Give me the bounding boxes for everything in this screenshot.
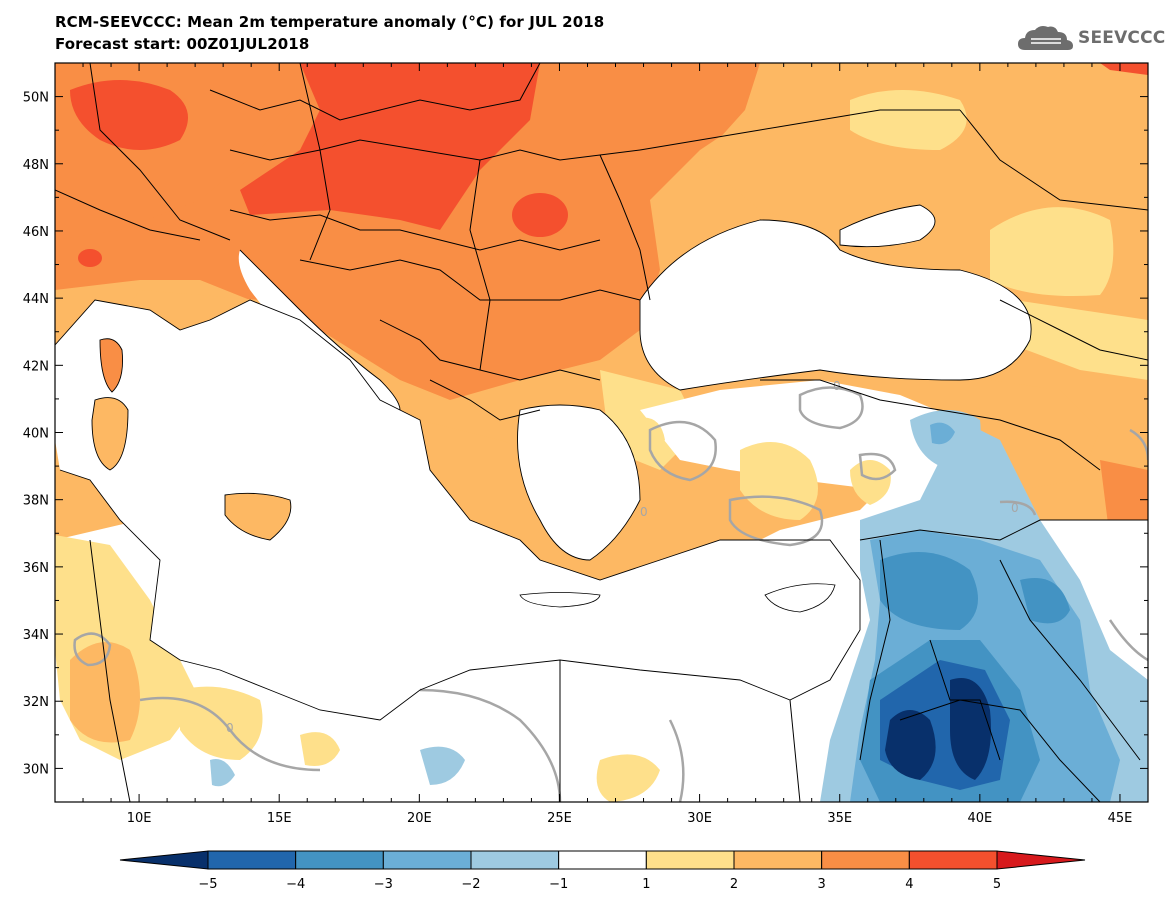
black-sea <box>640 220 1032 390</box>
forecast-start-subtitle: Forecast start: 00Z01JUL2018 <box>55 35 310 53</box>
colorbar-tick-label: 4 <box>905 877 913 892</box>
svg-text:0: 0 <box>640 505 648 519</box>
zero-contours <box>73 386 1148 802</box>
colorbar-tick-label: −5 <box>198 877 217 892</box>
lon-tick-label: 20E <box>407 811 432 826</box>
lat-tick-label: 42N <box>23 359 49 374</box>
cloud-icon <box>1018 26 1073 50</box>
colorbar-tick-label: 5 <box>993 877 1001 892</box>
lat-tick-label: 30N <box>23 762 49 777</box>
colorbar-box <box>908 850 998 870</box>
colorbar: −5 −4 −3 −2 −1 1 2 3 4 5 <box>119 850 1086 892</box>
seevccc-logo: SEEVCCC <box>1017 23 1165 53</box>
longitude-axis: 10E 15E 20E 25E 30E 35E 40E 45E <box>54 63 1149 826</box>
colorbar-box <box>207 850 297 870</box>
tyrrhenian-sea <box>150 340 330 484</box>
azov-sea <box>840 205 935 247</box>
lat-tick-label: 32N <box>23 695 49 710</box>
logo-text: SEEVCCC <box>1078 28 1165 48</box>
colorbar-box <box>470 850 560 870</box>
colorbar-box <box>821 850 910 870</box>
colorbar-arrow-high <box>996 850 1086 870</box>
svg-text:0: 0 <box>1011 501 1019 515</box>
lon-tick-label: 10E <box>127 811 152 826</box>
lat-tick-label: 48N <box>23 158 49 173</box>
colorbar-tick-label: −1 <box>549 877 568 892</box>
colorbar-tick-label: −2 <box>461 877 480 892</box>
lat-tick-label: 50N <box>23 91 49 106</box>
map-title: RCM-SEEVCCC: Mean 2m temperature anomaly… <box>55 13 605 31</box>
colorbar-tick-label: −3 <box>374 877 393 892</box>
colorbar-tick-label: 3 <box>818 877 826 892</box>
lon-tick-label: 30E <box>687 811 712 826</box>
lon-tick-label: 35E <box>827 811 852 826</box>
lat-tick-label: 34N <box>23 628 49 643</box>
anomaly-core-central <box>240 63 540 230</box>
anomaly-core-west <box>70 80 188 150</box>
lon-tick-label: 40E <box>967 811 992 826</box>
colorbar-box <box>558 850 647 870</box>
colorbar-tick-label: 1 <box>642 877 650 892</box>
colorbar-box <box>645 850 735 870</box>
lat-tick-label: 40N <box>23 427 49 442</box>
latitude-axis: 50N 48N 46N 44N 42N 40N 38N 36N 34N 32N 30N <box>23 62 1148 803</box>
map-field: 0 0 0 0 <box>55 63 1148 802</box>
colorbar-box <box>733 850 823 870</box>
aegean-sea <box>517 405 640 560</box>
lon-tick-label: 25E <box>547 811 572 826</box>
colorbar-tick-label: −4 <box>286 877 305 892</box>
lon-tick-label: 45E <box>1108 811 1133 826</box>
lat-tick-label: 46N <box>23 225 49 240</box>
lat-tick-label: 38N <box>23 494 49 509</box>
lon-tick-label: 15E <box>267 811 292 826</box>
colorbar-tick-label: 2 <box>730 877 738 892</box>
country-borders <box>55 63 1148 802</box>
lat-tick-label: 44N <box>23 292 49 307</box>
adriatic-sea <box>238 250 400 410</box>
colorbar-box <box>295 850 384 870</box>
svg-text:0: 0 <box>226 721 234 735</box>
lat-tick-label: 36N <box>23 561 49 576</box>
colorbar-box <box>382 850 472 870</box>
coastlines <box>55 204 1032 721</box>
colorbar-arrow-low <box>119 850 209 870</box>
